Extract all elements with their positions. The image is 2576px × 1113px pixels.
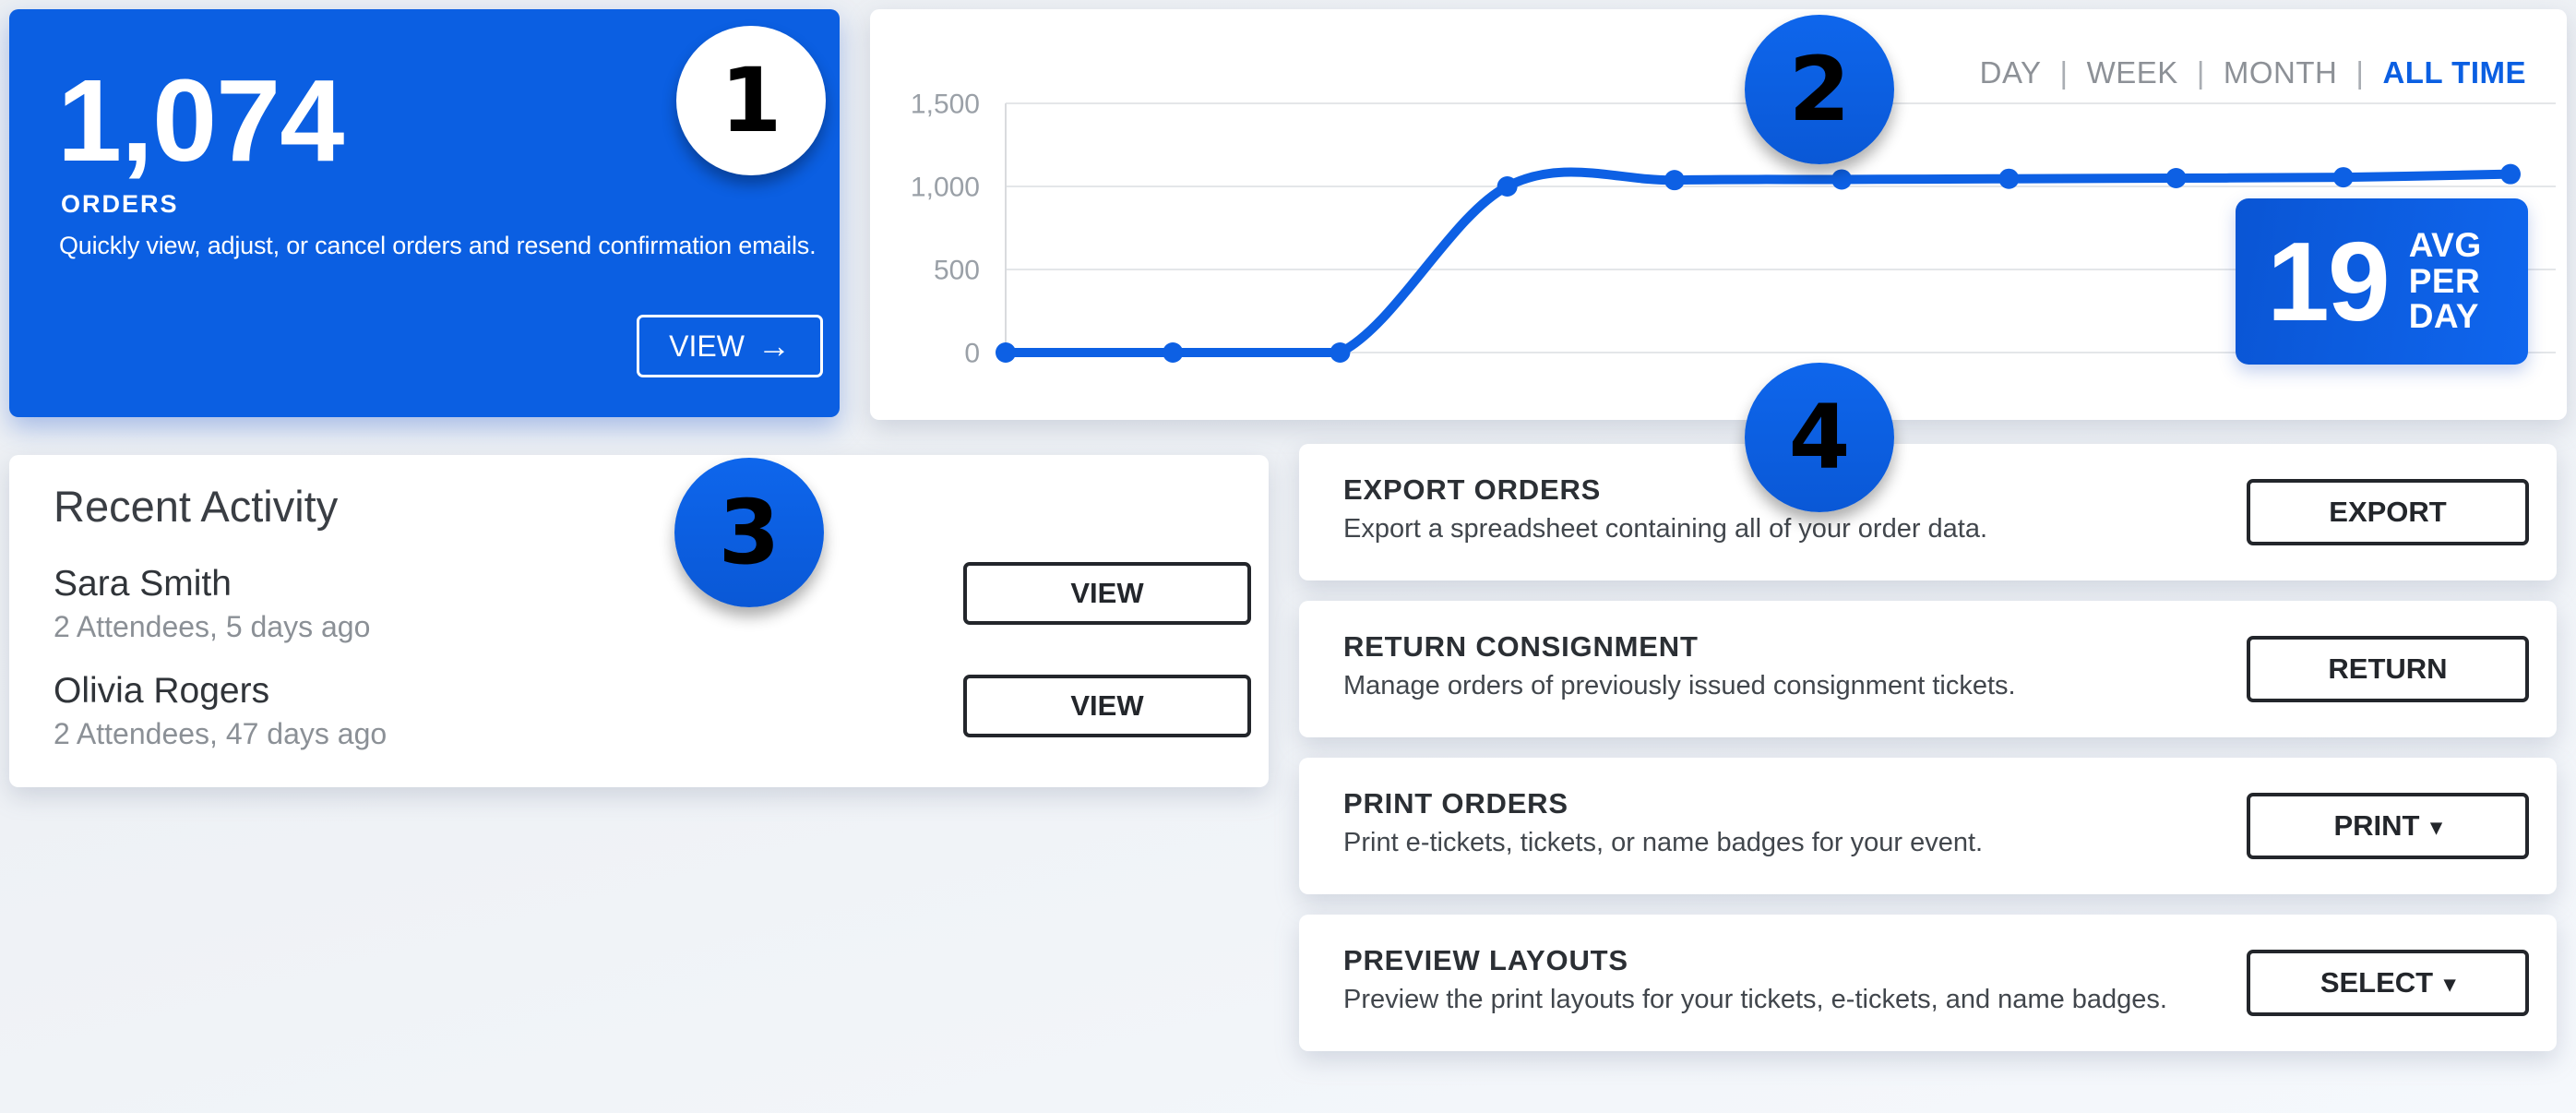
activity-item-name: Sara Smith [54, 564, 232, 604]
action-card-title: RETURN CONSIGNMENT [1343, 630, 1699, 663]
annotation-number: 1 [720, 49, 782, 152]
arrow-right-icon: → [757, 327, 791, 365]
export-button[interactable]: EXPORT [2247, 479, 2529, 545]
recent-activity-card: Recent Activity Sara Smith 2 Attendees, … [9, 455, 1269, 787]
tab-day[interactable]: DAY [1979, 55, 2042, 90]
avg-label-line: AVG [2408, 226, 2482, 265]
export-orders-card: EXPORT ORDERS Export a spreadsheet conta… [1299, 444, 2557, 580]
annotation-badge-2: 2 [1745, 15, 1894, 164]
avg-per-day-badge: 19 AVG PER DAY [2236, 198, 2528, 365]
recent-activity-title: Recent Activity [54, 482, 339, 531]
avg-per-day-value: 19 [2267, 219, 2391, 344]
svg-text:1,500: 1,500 [911, 90, 980, 120]
select-dropdown-button[interactable]: SELECT ▾ [2247, 950, 2529, 1016]
annotation-number: 2 [1788, 38, 1851, 141]
action-card-description: Print e-tickets, tickets, or name badges… [1343, 828, 1984, 857]
svg-text:500: 500 [934, 256, 980, 286]
activity-view-button-label: VIEW [1070, 689, 1144, 722]
action-card-title: PRINT ORDERS [1343, 787, 1568, 820]
orders-chart-card: 0 500 1,000 1,500 DAY | WEEK | MONTH | ALL … [870, 9, 2567, 420]
separator: | [2355, 55, 2365, 90]
annotation-badge-3: 3 [674, 458, 824, 607]
activity-view-button[interactable]: VIEW [963, 675, 1251, 737]
orders-count-label: ORDERS [61, 190, 179, 218]
tab-week[interactable]: WEEK [2086, 55, 2178, 90]
return-button-label: RETURN [2328, 652, 2448, 685]
orders-view-button[interactable]: VIEW → [637, 315, 823, 377]
print-orders-card: PRINT ORDERS Print e-tickets, tickets, o… [1299, 758, 2557, 894]
activity-view-button[interactable]: VIEW [963, 562, 1251, 625]
avg-label-line: DAY [2408, 297, 2479, 336]
action-card-description: Preview the print layouts for your ticke… [1343, 985, 2167, 1014]
avg-label-line: PER [2408, 261, 2481, 300]
orders-count: 1,074 [57, 55, 344, 186]
annotation-badge-1: 1 [676, 26, 826, 175]
export-button-label: EXPORT [2329, 496, 2447, 528]
chart-range-tabs: DAY | WEEK | MONTH | ALL TIME [1980, 55, 2526, 90]
activity-item-name: Olivia Rogers [54, 671, 270, 711]
separator: | [2196, 55, 2205, 90]
tab-month[interactable]: MONTH [2223, 55, 2338, 90]
activity-item-meta: 2 Attendees, 47 days ago [54, 717, 388, 750]
print-button-label: PRINT [2333, 809, 2420, 842]
return-button[interactable]: RETURN [2247, 636, 2529, 702]
action-card-description: Manage orders of previously issued consi… [1343, 671, 2016, 700]
separator: | [2059, 55, 2069, 90]
select-button-label: SELECT [2320, 966, 2434, 999]
caret-down-icon: ▾ [2430, 815, 2442, 840]
orders-description: Quickly view, adjust, or cancel orders a… [59, 232, 817, 259]
activity-item-meta: 2 Attendees, 5 days ago [54, 610, 371, 643]
tab-all-time[interactable]: ALL TIME [2382, 55, 2526, 90]
preview-layouts-card: PREVIEW LAYOUTS Preview the print layout… [1299, 915, 2557, 1051]
avg-per-day-label: AVG PER DAY [2408, 226, 2482, 336]
annotation-badge-4: 4 [1745, 363, 1894, 512]
caret-down-icon: ▾ [2444, 972, 2456, 997]
action-card-title: EXPORT ORDERS [1343, 473, 1602, 506]
annotation-number: 3 [718, 481, 781, 584]
return-consignment-card: RETURN CONSIGNMENT Manage orders of prev… [1299, 601, 2557, 737]
svg-text:1,000: 1,000 [911, 173, 980, 203]
print-dropdown-button[interactable]: PRINT ▾ [2247, 793, 2529, 859]
activity-view-button-label: VIEW [1070, 577, 1144, 609]
svg-text:0: 0 [964, 339, 980, 369]
action-card-description: Export a spreadsheet containing all of y… [1343, 514, 1988, 544]
orders-view-button-label: VIEW [669, 329, 745, 363]
action-card-title: PREVIEW LAYOUTS [1343, 944, 1628, 976]
annotation-number: 4 [1788, 386, 1851, 489]
